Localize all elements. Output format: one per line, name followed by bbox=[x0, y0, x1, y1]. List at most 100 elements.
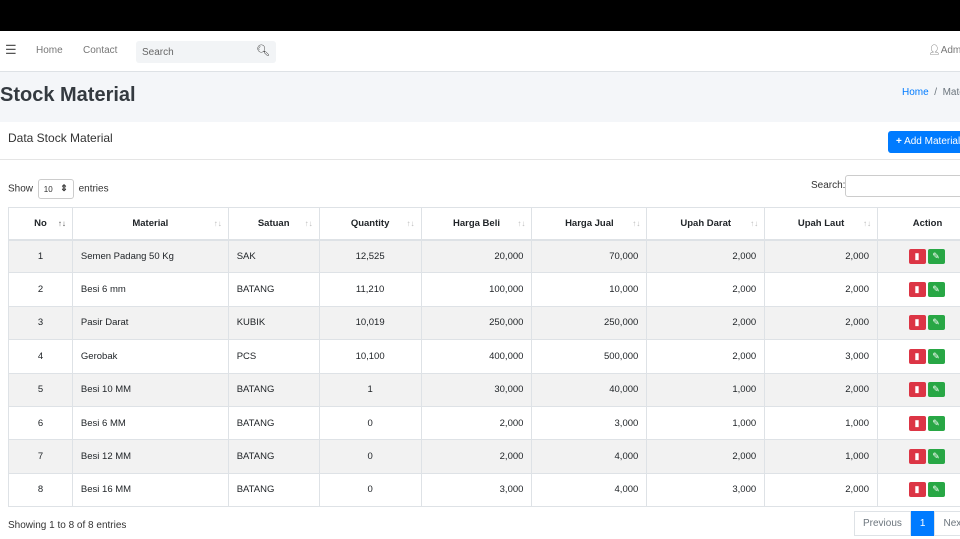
delete-button[interactable]: ▮ bbox=[908, 248, 926, 264]
entries-value: 10 bbox=[43, 185, 53, 194]
nav-home-link[interactable]: Home bbox=[36, 45, 63, 56]
table-cell: 0 bbox=[318, 405, 422, 441]
delete-button[interactable]: ▮ bbox=[908, 382, 926, 398]
edit-button[interactable]: ✎ bbox=[927, 348, 945, 364]
column-header[interactable]: Harga Jual ↑↓ bbox=[531, 207, 648, 241]
edit-button[interactable]: ✎ bbox=[927, 449, 945, 465]
pencil-icon: ✎ bbox=[932, 384, 940, 395]
table-cell: SAK bbox=[227, 238, 320, 274]
column-header[interactable]: Upah Laut ↑↓ bbox=[764, 207, 878, 241]
table-cell: BATANG bbox=[227, 272, 320, 307]
table-search-input[interactable] bbox=[845, 175, 960, 197]
previous-button[interactable]: Previous bbox=[854, 511, 911, 536]
table-cell: 3,000 bbox=[764, 339, 878, 374]
breadcrumb-home[interactable]: Home bbox=[902, 87, 929, 98]
column-header[interactable]: Satuan ↑↓ bbox=[227, 207, 320, 241]
column-header[interactable]: Material ↑↓ bbox=[71, 207, 229, 241]
table-cell: 0 bbox=[318, 472, 422, 508]
table-cell: 2,000 bbox=[646, 238, 766, 274]
table-row: 8 Besi 16 MM BATANG 0 3,000 4,000 3,000 2,000 ▮ ✎ bbox=[8, 472, 960, 508]
table-cell: Gerobak bbox=[71, 339, 229, 374]
action-cell: ▮ ✎ bbox=[877, 272, 960, 307]
page-title: Stock Material bbox=[0, 84, 136, 106]
table-cell: 5 bbox=[8, 372, 73, 407]
table-cell: 10,100 bbox=[318, 339, 422, 374]
table-cell: 70,000 bbox=[531, 238, 648, 274]
search-label: Search: bbox=[811, 180, 846, 191]
table-cell: 4 bbox=[8, 339, 73, 374]
table-cell: 2,000 bbox=[646, 272, 766, 307]
table-cell: 1,000 bbox=[764, 405, 878, 441]
user-menu[interactable]: 👤︎Admin bbox=[928, 45, 960, 56]
table-cell: BATANG bbox=[227, 372, 320, 407]
page-1-button[interactable]: 1 bbox=[910, 511, 935, 536]
stock-table: No ↑↓ Material ↑↓ Satuan ↑↓ Quantity ↑↓ Harga Be… bbox=[8, 207, 960, 508]
pencil-icon: ✎ bbox=[932, 284, 940, 295]
delete-button[interactable]: ▮ bbox=[908, 315, 926, 331]
card-title: Data Stock Material bbox=[8, 131, 113, 145]
trash-icon: ▮ bbox=[914, 317, 920, 328]
table-cell: 40,000 bbox=[531, 372, 648, 407]
table-cell: 500,000 bbox=[531, 339, 648, 374]
table-cell: PCS bbox=[227, 339, 320, 374]
action-cell: ▮ ✎ bbox=[877, 238, 960, 274]
table-cell: BATANG bbox=[227, 472, 320, 508]
delete-button[interactable]: ▮ bbox=[908, 449, 926, 465]
table-cell: 2,000 bbox=[420, 439, 533, 474]
column-header[interactable]: Upah Darat ↑↓ bbox=[646, 207, 766, 241]
select-arrows-icon: ⇕ bbox=[60, 183, 68, 193]
nav-contact-link[interactable]: Contact bbox=[83, 45, 118, 56]
column-label: Harga Beli bbox=[452, 217, 500, 229]
hamburger-menu-icon[interactable]: ☰ bbox=[5, 42, 17, 57]
trash-icon: ▮ bbox=[914, 417, 920, 428]
breadcrumb-current: Material bbox=[942, 87, 960, 98]
table-cell: 7 bbox=[8, 439, 73, 474]
entries-label: entries bbox=[78, 183, 109, 195]
trash-icon: ▮ bbox=[914, 350, 920, 361]
table-cell: 3 bbox=[8, 305, 73, 341]
column-header[interactable]: Harga Beli ↑↓ bbox=[420, 207, 533, 241]
table-cell: 4,000 bbox=[531, 439, 648, 474]
user-cog-icon: 👤︎ bbox=[928, 45, 941, 56]
edit-button[interactable]: ✎ bbox=[927, 315, 945, 331]
table-search: Search: bbox=[811, 175, 960, 197]
column-label: Upah Darat bbox=[680, 217, 732, 229]
column-label: Upah Laut bbox=[797, 217, 845, 229]
delete-button[interactable]: ▮ bbox=[908, 282, 926, 298]
trash-icon: ▮ bbox=[914, 484, 920, 495]
action-cell: ▮ ✎ bbox=[877, 439, 960, 474]
add-material-button[interactable]: + Add Material bbox=[888, 131, 960, 153]
edit-button[interactable]: ✎ bbox=[927, 415, 945, 431]
table-cell: 1,000 bbox=[646, 372, 766, 407]
delete-button[interactable]: ▮ bbox=[908, 415, 926, 431]
table-cell: 2,000 bbox=[420, 405, 533, 441]
column-header[interactable]: No ↑↓ bbox=[8, 207, 73, 241]
table-row: 5 Besi 10 MM BATANG 1 30,000 40,000 1,000 2,000… bbox=[8, 372, 960, 407]
next-button[interactable]: Next bbox=[934, 511, 960, 536]
edit-button[interactable]: ✎ bbox=[927, 482, 945, 498]
table-cell: 0 bbox=[318, 439, 422, 474]
edit-button[interactable]: ✎ bbox=[927, 248, 945, 264]
column-header[interactable]: Action↑↓ bbox=[877, 207, 960, 241]
delete-button[interactable]: ▮ bbox=[908, 482, 926, 498]
column-header[interactable]: Quantity ↑↓ bbox=[318, 207, 422, 241]
pencil-icon: ✎ bbox=[932, 250, 940, 261]
delete-button[interactable]: ▮ bbox=[908, 348, 926, 364]
search-icon[interactable]: 🔍︎ bbox=[256, 45, 270, 57]
table-cell: 2,000 bbox=[764, 238, 878, 274]
table-cell: 250,000 bbox=[531, 305, 648, 341]
edit-button[interactable]: ✎ bbox=[927, 282, 945, 298]
navbar-search-input[interactable]: Search 🔍︎ bbox=[136, 41, 276, 63]
table-cell: 1,000 bbox=[764, 439, 878, 474]
table-cell: 2,000 bbox=[764, 272, 878, 307]
entries-select[interactable]: 10 ⇕ bbox=[37, 179, 74, 199]
data-card: Data Stock Material + Add Material Show … bbox=[0, 122, 960, 539]
table-cell: KUBIK bbox=[227, 305, 320, 341]
plus-icon: + bbox=[896, 136, 902, 147]
edit-button[interactable]: ✎ bbox=[927, 382, 945, 398]
table-row: 1 Semen Padang 50 Kg SAK 12,525 20,000 70,000… bbox=[8, 238, 960, 274]
table-cell: 8 bbox=[8, 472, 73, 508]
trash-icon: ▮ bbox=[914, 451, 920, 462]
table-cell: Besi 6 MM bbox=[71, 405, 229, 441]
sort-icon: ↑↓ bbox=[304, 219, 313, 228]
